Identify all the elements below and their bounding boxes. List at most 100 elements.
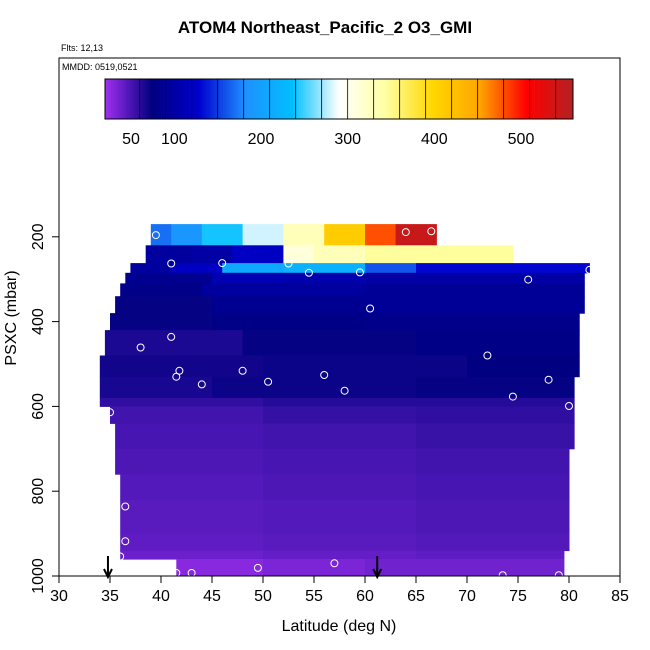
colorbar-swatch <box>541 79 544 119</box>
colorbar-swatch <box>417 79 420 119</box>
heatmap-cell <box>395 224 437 246</box>
heatmap-cell <box>99 376 213 399</box>
colorbar-swatch <box>351 79 354 119</box>
colorbar-swatch <box>449 79 452 119</box>
colorbar-swatch <box>533 79 536 119</box>
heatmap-cell <box>416 448 570 475</box>
colorbar-swatch <box>267 79 270 119</box>
colorbar-swatch <box>169 79 172 119</box>
colorbar-swatch <box>355 79 358 119</box>
colorbar-swatch <box>171 79 174 119</box>
colorbar-swatch <box>271 79 274 119</box>
colorbar-swatch <box>233 79 236 119</box>
colorbar-swatch <box>381 79 384 119</box>
colorbar-swatch <box>479 79 482 119</box>
heatmap-cell <box>365 559 565 577</box>
colorbar-swatch <box>527 79 530 119</box>
heatmap-cell <box>324 224 366 246</box>
colorbar-swatch <box>403 79 406 119</box>
colorbar-swatch <box>137 79 140 119</box>
colorbar-swatch <box>199 79 202 119</box>
colorbar-swatch <box>339 79 342 119</box>
colorbar-frame <box>104 78 574 120</box>
heatmap-cell <box>263 355 468 378</box>
colorbar-swatch <box>115 79 118 119</box>
colorbar-swatch <box>345 79 348 119</box>
heatmap-cell <box>99 397 264 407</box>
colorbar-swatch <box>409 79 412 119</box>
colorbar-swatch <box>499 79 502 119</box>
x-tick-label: 30 <box>50 588 68 605</box>
colorbar-swatch <box>123 79 126 119</box>
colorbar-swatch <box>411 79 414 119</box>
data-point <box>524 275 533 284</box>
colorbar-swatch <box>303 79 306 119</box>
colorbar-swatch <box>567 79 570 119</box>
colorbar-swatch <box>223 79 226 119</box>
x-tick-label: 75 <box>509 588 527 605</box>
heatmap-cell <box>125 272 213 284</box>
data-point <box>175 366 184 375</box>
heatmap-cell <box>115 423 264 450</box>
colorbar-swatch <box>369 79 372 119</box>
colorbar-swatch <box>293 79 296 119</box>
colorbar-swatch <box>107 79 110 119</box>
heatmap-cell <box>263 533 417 552</box>
colorbar-swatch <box>491 79 494 119</box>
heatmap-cell <box>467 355 580 378</box>
heatmap-cell <box>283 245 315 264</box>
data-point <box>253 563 262 572</box>
colorbar-swatch <box>519 79 522 119</box>
colorbar-swatch <box>427 79 430 119</box>
colorbar-swatch <box>277 79 280 119</box>
data-points <box>106 227 594 580</box>
colorbar-swatch <box>335 79 338 119</box>
colorbar-swatch <box>365 79 368 119</box>
colorbar-swatch <box>319 79 322 119</box>
data-point <box>366 304 375 313</box>
x-tick-label: 45 <box>203 588 221 605</box>
y-tick-label: 800 <box>30 478 47 505</box>
colorbar-swatch <box>301 79 304 119</box>
colorbar-swatch <box>329 79 332 119</box>
data-point <box>264 377 273 386</box>
dates-label: MMDD: 0519,0521 <box>62 62 138 72</box>
heatmap-cell <box>365 283 585 297</box>
colorbar-swatch <box>363 79 366 119</box>
colorbar-swatch <box>265 79 268 119</box>
colorbar-swatch <box>167 79 170 119</box>
colorbar-swatch <box>327 79 330 119</box>
colorbar-swatch <box>571 79 574 119</box>
heatmap-cell <box>263 559 366 577</box>
colorbar-swatch <box>323 79 326 119</box>
colorbar-swatch <box>457 79 460 119</box>
colorbar-swatch <box>287 79 290 119</box>
heatmap-cell <box>263 474 417 501</box>
colorbar-swatch <box>429 79 432 119</box>
colorbar-swatch <box>231 79 234 119</box>
x-tick-label: 65 <box>407 588 425 605</box>
data-point <box>320 371 329 379</box>
data-point <box>304 268 313 277</box>
colorbar-swatch <box>253 79 256 119</box>
colorbar-swatch <box>289 79 292 119</box>
colorbar-swatch <box>539 79 542 119</box>
colorbar-swatch <box>139 79 142 119</box>
heatmap-cell <box>232 245 284 264</box>
colorbar-swatch <box>291 79 294 119</box>
colorbar-swatch <box>513 79 516 119</box>
colorbar-swatch <box>201 79 204 119</box>
colorbar-swatch <box>431 79 434 119</box>
colorbar-swatch <box>349 79 352 119</box>
heatmap-cell <box>242 224 284 246</box>
colorbar-swatch <box>151 79 154 119</box>
heatmap-cell <box>263 499 417 535</box>
colorbar: 50 100 200 300 400 500 <box>104 78 574 148</box>
colorbar-swatch <box>383 79 386 119</box>
colorbar-swatch <box>505 79 508 119</box>
colorbar-swatch <box>455 79 458 119</box>
colorbar-swatch <box>165 79 168 119</box>
colorbar-swatch <box>551 79 554 119</box>
data-point <box>167 259 176 268</box>
